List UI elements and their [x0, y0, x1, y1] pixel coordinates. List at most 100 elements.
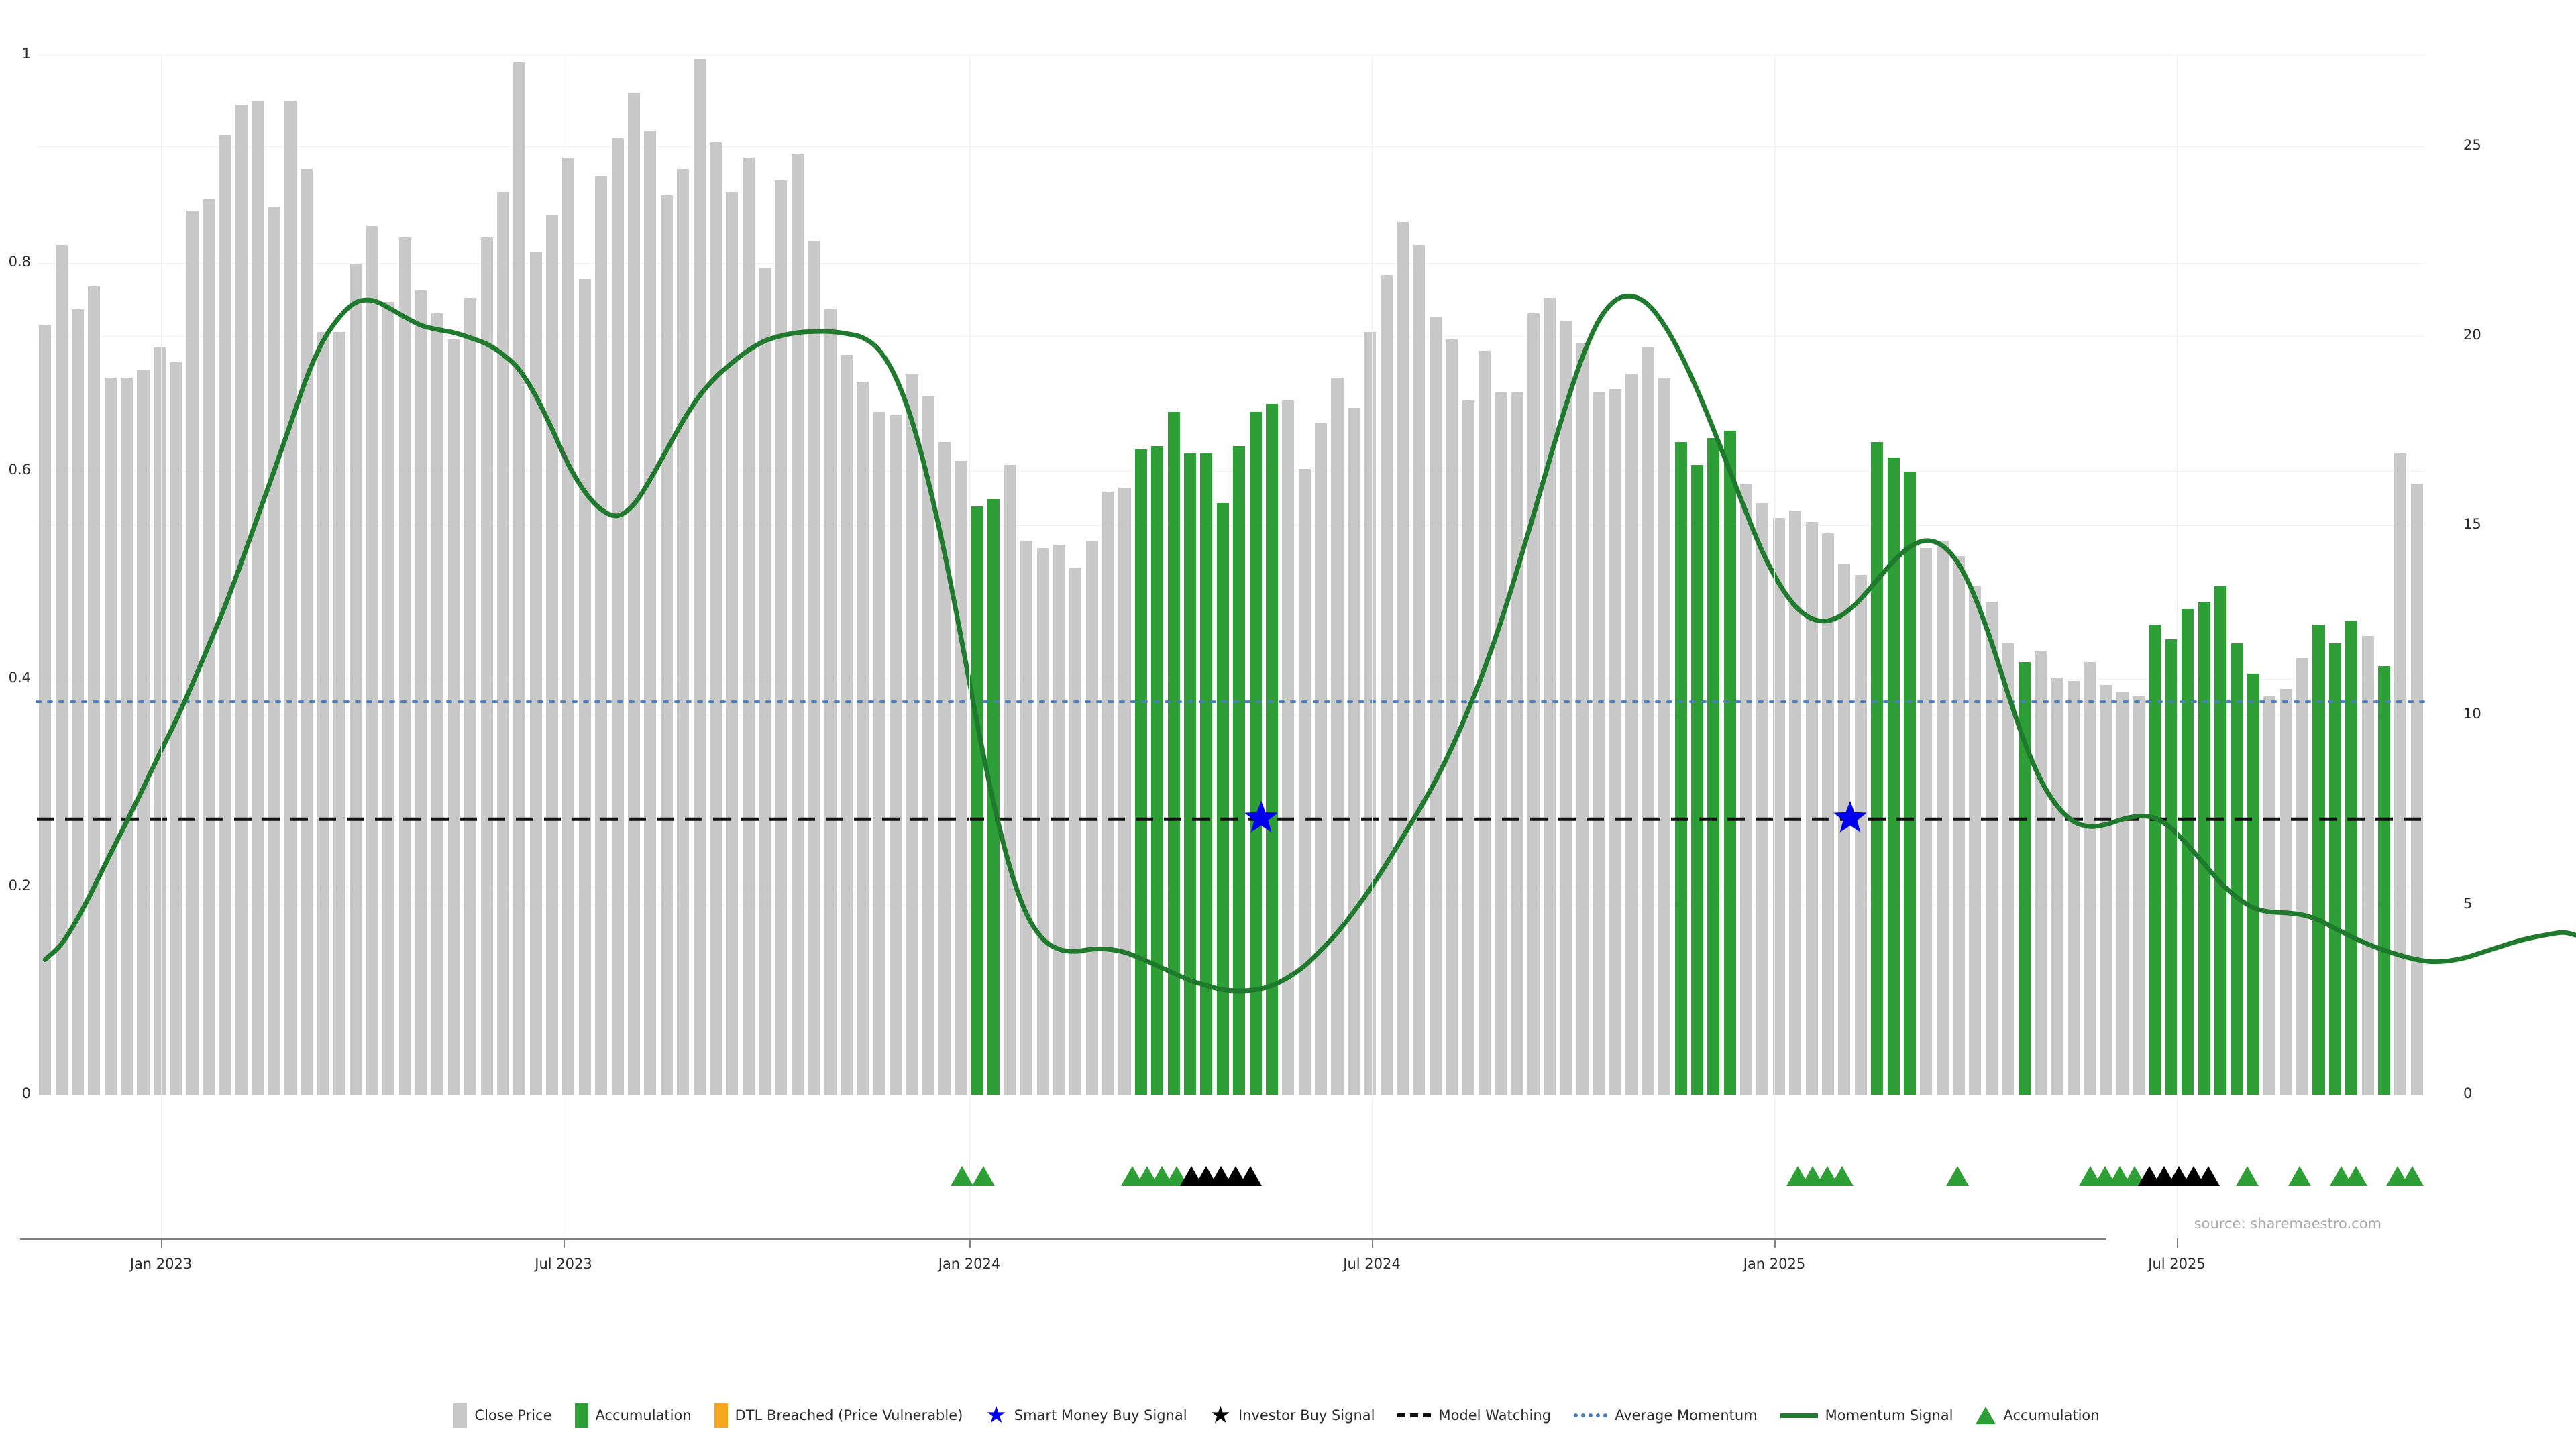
price-bar	[317, 331, 329, 1095]
momentum-signal-line	[42, 293, 2576, 994]
price-bar	[186, 210, 199, 1095]
y-tick-right: 5	[2463, 896, 2473, 912]
price-bar	[1690, 464, 1703, 1095]
legend-swatch-icon	[453, 1403, 468, 1428]
price-bar	[2296, 658, 2309, 1095]
price-bar	[2067, 681, 2080, 1095]
price-bar	[1969, 586, 1982, 1095]
legend-label: Accumulation	[2003, 1407, 2100, 1424]
price-bar	[906, 374, 918, 1095]
price-bar	[366, 225, 378, 1095]
legend-item[interactable]: ★ Investor Buy Signal	[1210, 1404, 1375, 1428]
price-bar	[971, 506, 984, 1095]
accumulation-triangle	[951, 1166, 973, 1186]
price-bar	[1069, 567, 1082, 1095]
price-bar	[2394, 453, 2407, 1095]
price-bar	[1985, 601, 1998, 1095]
price-bar	[104, 377, 117, 1095]
legend-item[interactable]: DTL Breached (Price Vulnerable)	[714, 1403, 963, 1428]
accumulation-triangle	[1831, 1166, 1854, 1186]
price-bar	[382, 301, 395, 1095]
legend-item[interactable]: Average Momentum	[1574, 1407, 1758, 1424]
price-bar	[2410, 484, 2423, 1095]
price-bar	[268, 207, 280, 1095]
legend-item[interactable]: Accumulation	[574, 1403, 692, 1428]
price-bar	[677, 168, 690, 1095]
gridline-right-3	[37, 525, 2425, 527]
y-tick-left: 0	[21, 1085, 31, 1102]
price-bar	[1282, 400, 1295, 1095]
price-bar	[759, 267, 771, 1095]
legend-label: DTL Breached (Price Vulnerable)	[735, 1407, 963, 1424]
x-tick-label: Jul 2025	[2148, 1256, 2206, 1272]
price-bar	[1903, 472, 1916, 1095]
gridline-right-1	[37, 905, 2425, 906]
price-bar	[791, 154, 804, 1095]
y-tick-left: 0.2	[8, 877, 31, 894]
price-bar	[1920, 548, 1933, 1095]
y-tick-left: 1	[21, 46, 31, 62]
price-bar	[1413, 244, 1426, 1095]
price-bar	[1658, 377, 1671, 1095]
legend-label: Accumulation	[595, 1407, 692, 1424]
price-bar	[1151, 445, 1164, 1095]
price-bar	[1953, 555, 1966, 1095]
price-bar	[1854, 575, 1867, 1095]
price-bar	[1118, 487, 1131, 1095]
legend-item[interactable]: Close Price	[453, 1403, 552, 1428]
x-gridline	[1372, 55, 1373, 1238]
legend-star-icon: ★	[985, 1402, 1007, 1429]
gridline-left-3	[37, 471, 2425, 472]
price-bar	[1772, 518, 1785, 1095]
price-bar	[398, 237, 411, 1095]
x-tick-mark	[2177, 1238, 2178, 1248]
price-bar	[2361, 635, 2374, 1095]
source-credit: source: sharemaestro.com	[2194, 1216, 2381, 1232]
price-bar	[170, 362, 182, 1095]
price-bar	[808, 241, 820, 1095]
legend-swatch-icon	[574, 1403, 588, 1428]
price-bar	[2018, 662, 2031, 1095]
price-bar	[2182, 608, 2194, 1095]
legend-item[interactable]: Momentum Signal	[1780, 1407, 1953, 1424]
price-bar	[1576, 343, 1589, 1095]
price-bar	[1821, 533, 1834, 1095]
price-bar	[693, 58, 706, 1095]
price-bar	[301, 168, 313, 1095]
x-tick-mark	[1774, 1238, 1776, 1248]
price-bar	[55, 244, 68, 1095]
price-bar	[2116, 692, 2129, 1095]
x-axis-line	[20, 1238, 2106, 1240]
x-tick-mark	[564, 1238, 565, 1248]
price-bar	[235, 104, 248, 1095]
legend-swatch-icon	[714, 1403, 728, 1428]
y-tick-right: 15	[2463, 516, 2481, 533]
price-bar	[1102, 491, 1115, 1095]
legend-item[interactable]: Accumulation	[1976, 1407, 2100, 1424]
price-bar	[333, 331, 346, 1095]
x-tick-mark	[969, 1238, 971, 1248]
price-bar	[1936, 541, 1949, 1095]
plot-inner	[36, 55, 2576, 1095]
price-bar	[2133, 696, 2145, 1095]
y-tick-left: 0.8	[8, 254, 31, 270]
price-bar	[1298, 468, 1311, 1095]
gridline-left-4	[37, 263, 2425, 264]
price-bar	[1478, 351, 1491, 1095]
price-bar	[464, 298, 477, 1095]
x-tick-label: Jan 2024	[938, 1256, 1001, 1272]
price-bar	[1167, 411, 1180, 1095]
x-tick-label: Jan 2025	[1743, 1256, 1806, 1272]
price-bar	[71, 309, 84, 1095]
price-bar	[1593, 392, 1605, 1095]
price-bar	[284, 100, 297, 1095]
accumulation-triangle	[1946, 1166, 1969, 1186]
price-bar	[252, 100, 264, 1095]
legend-item[interactable]: ★ Smart Money Buy Signal	[985, 1402, 1187, 1429]
price-bar	[1462, 400, 1474, 1095]
legend-item[interactable]: Model Watching	[1397, 1407, 1551, 1424]
price-bar	[219, 134, 231, 1095]
price-bar	[1723, 431, 1736, 1095]
price-bar	[513, 62, 526, 1095]
price-bar	[1397, 221, 1409, 1095]
